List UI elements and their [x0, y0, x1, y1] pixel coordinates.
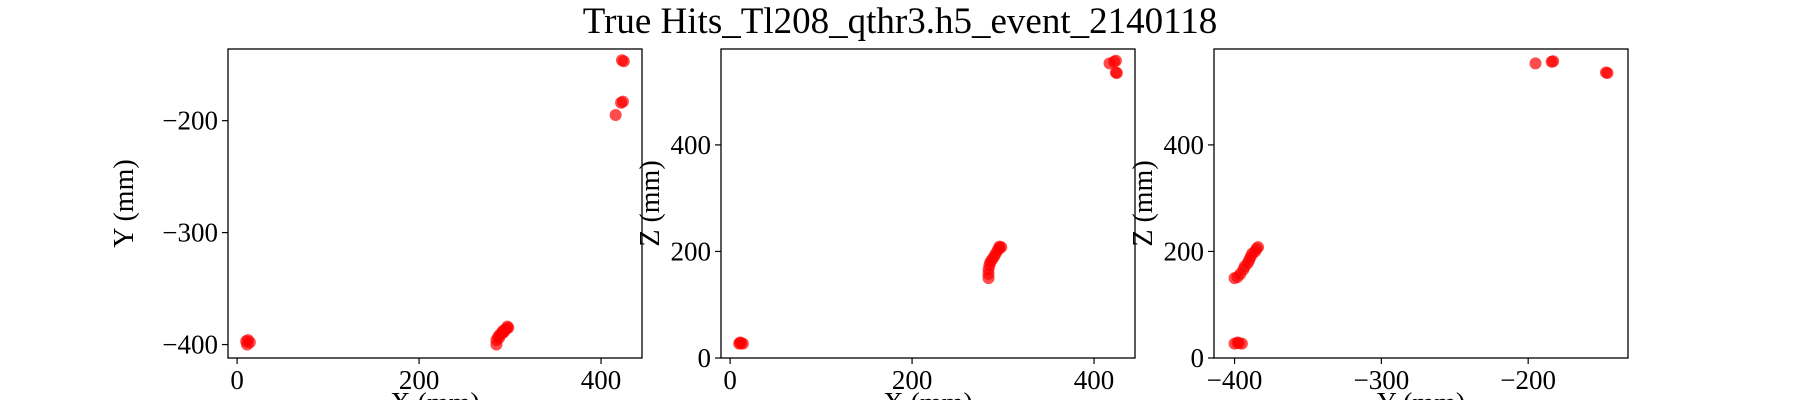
data-point: [617, 55, 630, 68]
y-tick-label: 400: [671, 130, 712, 160]
y-tick-label: 0: [698, 343, 712, 373]
y-tick-label: 400: [1164, 130, 1205, 160]
y-tick-label: 200: [671, 236, 712, 266]
data-point: [1110, 66, 1123, 79]
data-point: [609, 109, 622, 122]
y-tick-label: −200: [162, 106, 218, 136]
panel-3-frame: [1213, 48, 1629, 359]
data-point: [734, 336, 747, 349]
figure-title: True Hits_Tl208_qthr3.h5_event_2140118: [583, 1, 1217, 42]
data-point: [1109, 54, 1122, 67]
data-point: [1547, 55, 1560, 68]
x-tick-label: 400: [1074, 365, 1115, 395]
x-axis-label: Y (mm): [1377, 388, 1465, 400]
panel-1: 0 200 400 −200 −300 −400 Y (mm) X (mm): [109, 48, 643, 400]
data-point: [1231, 336, 1244, 349]
x-tick-label: 0: [723, 365, 737, 395]
x-tick-label: 200: [399, 365, 440, 395]
x-tick-label: 0: [230, 365, 244, 395]
data-point: [242, 334, 255, 347]
data-point: [616, 95, 629, 108]
data-point: [1252, 241, 1265, 254]
y-tick-label: 0: [1191, 343, 1205, 373]
x-tick-label: 400: [581, 365, 622, 395]
y-axis-label: Z (mm): [1128, 160, 1159, 246]
x-tick-label: 200: [892, 365, 933, 395]
x-tick-label: −400: [1207, 365, 1263, 395]
x-tick-label: −200: [1500, 365, 1556, 395]
y-tick-label: −400: [162, 330, 218, 360]
y-tick-label: −300: [162, 218, 218, 248]
x-axis-label: X (mm): [883, 388, 972, 400]
y-axis-label: Z (mm): [635, 160, 666, 246]
data-point: [993, 240, 1006, 253]
y-axis-label: Y (mm): [109, 159, 140, 247]
y-tick-label: 200: [1164, 236, 1205, 266]
data-point: [1599, 66, 1612, 79]
x-axis-label: X (mm): [390, 388, 479, 400]
data-point: [496, 325, 509, 338]
panel-2-frame: [720, 48, 1136, 359]
panel-1-frame: [227, 48, 643, 359]
x-tick-label: −300: [1353, 365, 1409, 395]
data-point: [1529, 57, 1542, 70]
